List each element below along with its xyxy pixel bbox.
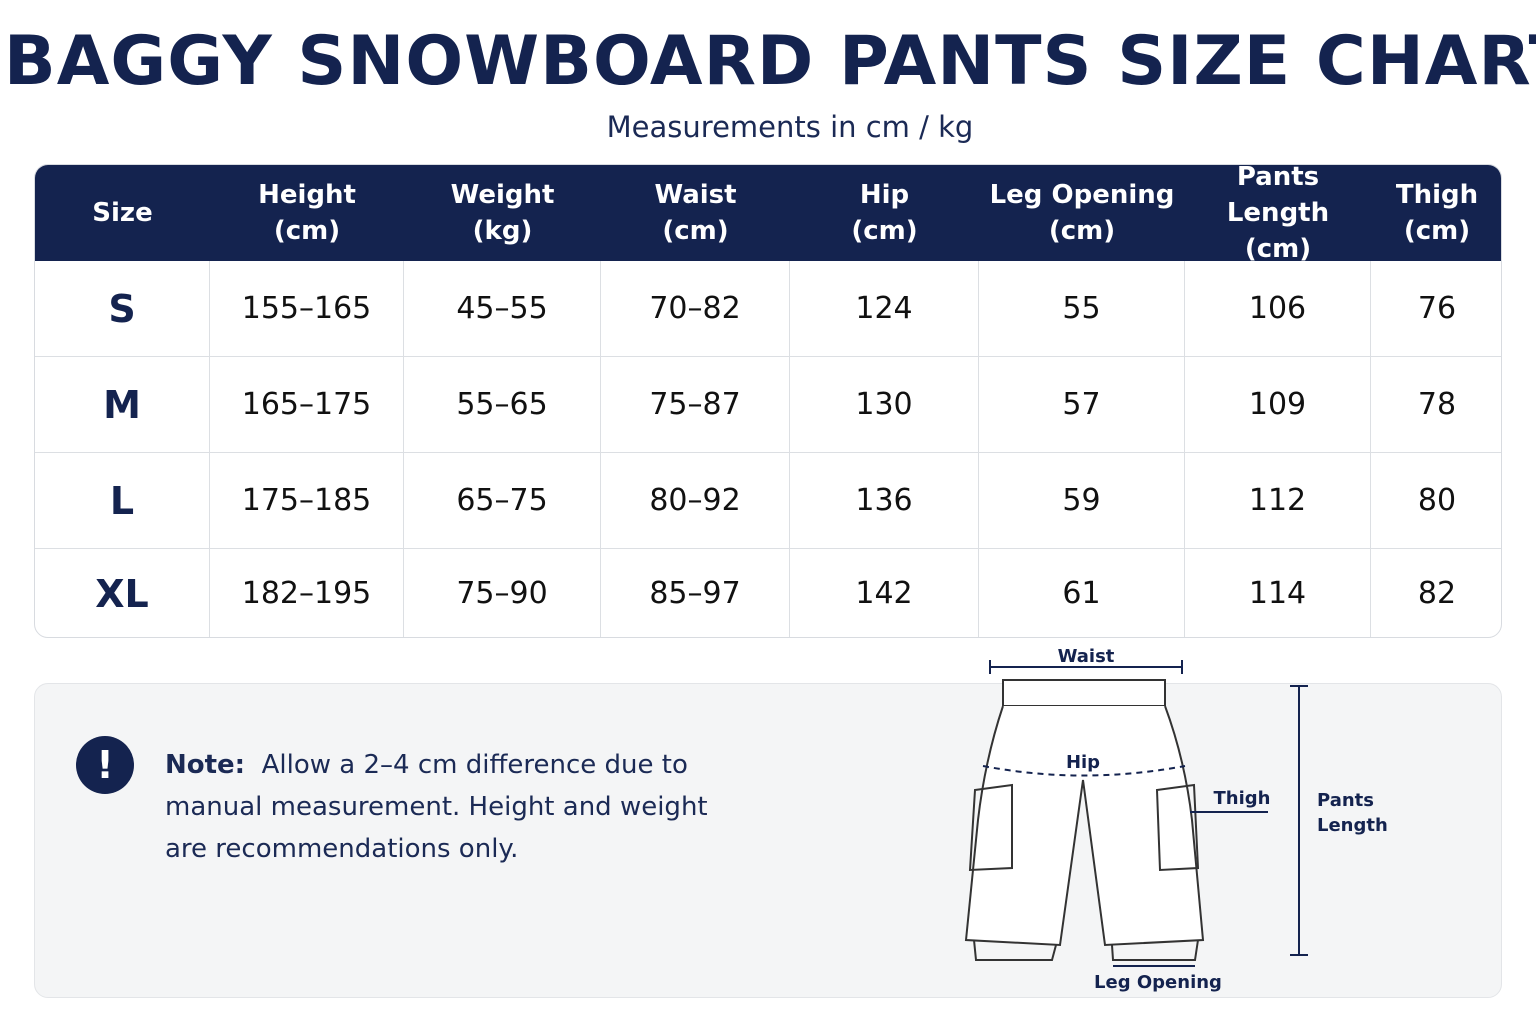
note-box xyxy=(34,683,1502,998)
pockets xyxy=(968,783,1200,961)
header-line: (cm) xyxy=(273,216,341,246)
measure-lines xyxy=(989,660,1308,967)
table-cell: 78 xyxy=(1371,357,1501,453)
header-line: Leg Opening xyxy=(989,180,1175,210)
hip-line xyxy=(982,765,1186,777)
table-cell: 142 xyxy=(790,549,979,637)
column-header: Weight (kg) xyxy=(404,165,601,261)
subtitle: Measurements in cm / kg xyxy=(606,110,974,144)
table-cell: 165–175 xyxy=(210,357,404,453)
table-cell: 55 xyxy=(979,261,1185,357)
note-icon: ! xyxy=(76,736,134,794)
table-cell: 85–97 xyxy=(601,549,790,637)
table-cell: 65–75 xyxy=(404,453,601,549)
table-cell: 75–87 xyxy=(601,357,790,453)
table-cell: 124 xyxy=(790,261,979,357)
header-line: Waist xyxy=(654,180,737,210)
header-line: (cm) xyxy=(1403,216,1471,246)
size-cell: M xyxy=(35,357,210,453)
table-cell: 61 xyxy=(979,549,1185,637)
table-cell: 45–55 xyxy=(404,261,601,357)
header-line: Pants Length xyxy=(1226,164,1330,228)
note-label: Note: xyxy=(165,750,246,780)
size-cell: S xyxy=(35,261,210,357)
hip-label: Hip xyxy=(1066,752,1100,773)
note-text: Note: Allow a 2–4 cm difference due to ma… xyxy=(165,744,708,870)
table-cell: 82 xyxy=(1417,576,1457,611)
table-cell: 136 xyxy=(790,453,979,549)
note-line: are recommendations only. xyxy=(165,834,519,864)
column-header: Pants Length (cm) xyxy=(1185,164,1371,264)
note-line: Allow a 2–4 cm difference due to xyxy=(261,750,688,780)
column-header: Leg Opening (cm) xyxy=(979,165,1185,261)
size-table: Size Height (cm) Weight (kg) Waist (cm) Hip (cm)… xyxy=(34,164,1502,638)
header-line: (cm) xyxy=(851,216,918,246)
table-cell: 76 xyxy=(1371,261,1501,357)
table-cell: 70–82 xyxy=(601,261,790,357)
table-cell: 75–90 xyxy=(404,549,601,637)
header-line: Size xyxy=(92,198,153,228)
pants-length-label: Length xyxy=(1317,815,1388,836)
table-cell: 155–165 xyxy=(210,261,404,357)
column-header: Hip (cm) xyxy=(790,165,979,261)
table-cell: 57 xyxy=(979,357,1185,453)
header-line: Height xyxy=(258,180,356,210)
table-cell: 80 xyxy=(1371,453,1501,549)
leg-opening-label: Leg Opening xyxy=(1094,972,1222,993)
header-line: (kg) xyxy=(472,216,533,246)
header-line: Hip xyxy=(859,180,910,210)
header-line: (cm) xyxy=(1048,216,1116,246)
header-line: Thigh xyxy=(1395,180,1479,210)
table-cell: 59 xyxy=(979,453,1185,549)
waistband xyxy=(1002,679,1166,707)
table-cell: 109 xyxy=(1185,357,1371,453)
column-header: Waist (cm) xyxy=(601,165,790,261)
table-cell: 112 xyxy=(1185,453,1371,549)
title: BAGGY SNOWBOARD PANTS SIZE CHART xyxy=(3,22,1536,101)
pants-outline xyxy=(964,705,1205,947)
pants-length-label: Pants xyxy=(1317,790,1374,811)
thigh-label: Thigh xyxy=(1214,788,1271,809)
table-cell: 182–195 xyxy=(210,549,404,637)
header-line: (cm) xyxy=(662,216,729,246)
size-cell: L xyxy=(35,453,210,549)
size-cell: XL xyxy=(35,549,210,637)
header-line: (cm) xyxy=(1244,234,1312,264)
table-cell: 106 xyxy=(1185,261,1371,357)
table-cell: 80–92 xyxy=(601,453,790,549)
table-cell: 175–185 xyxy=(210,453,404,549)
header-line: Weight xyxy=(450,180,555,210)
column-header: Size xyxy=(35,165,210,261)
table-cell: 55–65 xyxy=(404,357,601,453)
table-cell: 114 xyxy=(1185,549,1371,637)
column-header: Thigh (cm) xyxy=(1371,165,1501,261)
waist-label: Waist xyxy=(1058,646,1115,667)
column-header: Height (cm) xyxy=(210,165,404,261)
table-cell: 130 xyxy=(790,357,979,453)
note-line: manual measurement. Height and weight xyxy=(165,792,708,822)
